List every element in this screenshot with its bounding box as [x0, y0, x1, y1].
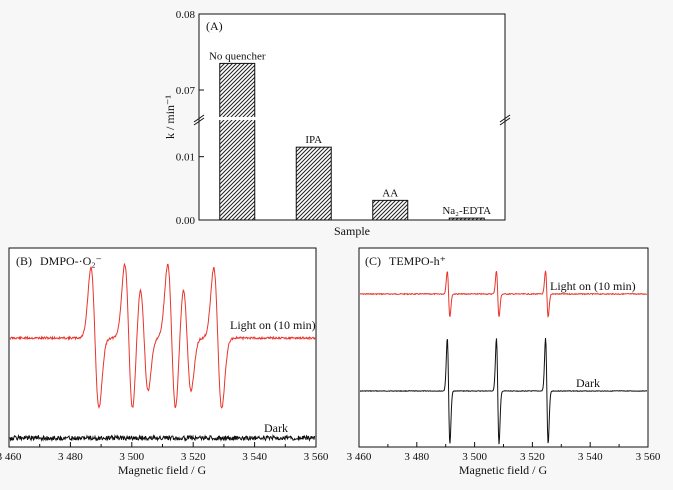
- bar-label-1: IPA: [305, 134, 322, 146]
- panel-b-dark-label: Dark: [264, 421, 288, 435]
- y-tick-label: 0.08: [176, 9, 196, 21]
- panel-c-frame: [358, 247, 649, 448]
- x-tick-label: 3 540: [578, 451, 603, 463]
- panel-a-ylabel-text: k / min⁻¹: [163, 95, 177, 139]
- x-tick-label: 3 460: [0, 451, 22, 463]
- bar-0: [219, 62, 256, 221]
- bar-label-2: AA: [382, 187, 398, 199]
- panel-a-y-ticks: 0.00 0.01 0.07 0.08: [176, 9, 204, 227]
- panel-b-x-ticks: 3 460 3 480 3 500 3 520 3 540 3 560: [0, 442, 329, 463]
- break-gap: [199, 117, 505, 120]
- bar-label-0: No quencher: [209, 50, 266, 62]
- panel-c-label: (C) TEMPO-h⁺: [365, 254, 446, 268]
- panel-a-ylabel: k / min⁻¹: [163, 95, 177, 139]
- x-tick-label: 3 480: [404, 451, 429, 463]
- panel-b-label: (B) DMPO-·O₂⁻: [16, 254, 102, 268]
- break-mark-1a: [499, 114, 511, 123]
- x-tick-label: 3 500: [462, 451, 487, 463]
- break-mark-0b: [193, 117, 205, 126]
- panel-b-xlabel: Magnetic field / G: [118, 463, 207, 477]
- panel-c-dark-spectrum: [359, 338, 648, 445]
- panel-c-dark-label: Dark: [576, 376, 600, 390]
- panel-a-axis-break: [193, 114, 511, 126]
- x-tick-label: 3 560: [304, 451, 329, 463]
- panel-b-frame: [8, 247, 317, 448]
- panel-a-bars: No quencher IPA AA Na₂-EDTA: [209, 50, 491, 221]
- panel-c-light-on-label: Light on (10 min): [550, 279, 636, 293]
- x-tick-label: 3 460: [347, 451, 372, 463]
- panel-c-light-on-spectrum: [359, 270, 648, 318]
- x-tick-label: 3 520: [520, 451, 545, 463]
- x-tick-label: 3 540: [242, 451, 267, 463]
- y-tick-label: 0.00: [176, 215, 196, 227]
- panel-a-label: (A): [206, 19, 223, 33]
- x-tick-label: 3 480: [58, 451, 83, 463]
- y-tick-label: 0.07: [176, 85, 196, 97]
- x-tick-label: 3 500: [119, 451, 144, 463]
- y-tick-label: 0.01: [176, 152, 195, 164]
- panel-b-light-on-label: Light on (10 min): [230, 318, 316, 332]
- panel-c-x-ticks: 3 460 3 480 3 500 3 520 3 540 3 560: [347, 442, 661, 463]
- panel-a-xlabel: Sample: [334, 224, 370, 238]
- break-mark-0a: [193, 114, 205, 123]
- x-tick-label: 3 520: [181, 451, 206, 463]
- panel-b-dark-spectrum: [9, 433, 316, 443]
- panel-c-xlabel: Magnetic field / G: [459, 463, 548, 477]
- bar-2: [372, 199, 409, 221]
- bar-1: [295, 146, 332, 221]
- break-mark-1b: [499, 117, 511, 126]
- bar-label-3: Na₂-EDTA: [442, 205, 491, 217]
- panel-c: (C) TEMPO-h⁺ 3 460 3 480 3 500 3 520 3 540 3 5…: [347, 247, 661, 477]
- panel-a: (A) k / min⁻¹ 0.00 0.01 0.07 0.08 No quench…: [163, 9, 511, 238]
- panel-b-light-on-spectrum: [9, 262, 316, 409]
- bar-3: [448, 217, 485, 221]
- x-tick-label: 3 560: [636, 451, 661, 463]
